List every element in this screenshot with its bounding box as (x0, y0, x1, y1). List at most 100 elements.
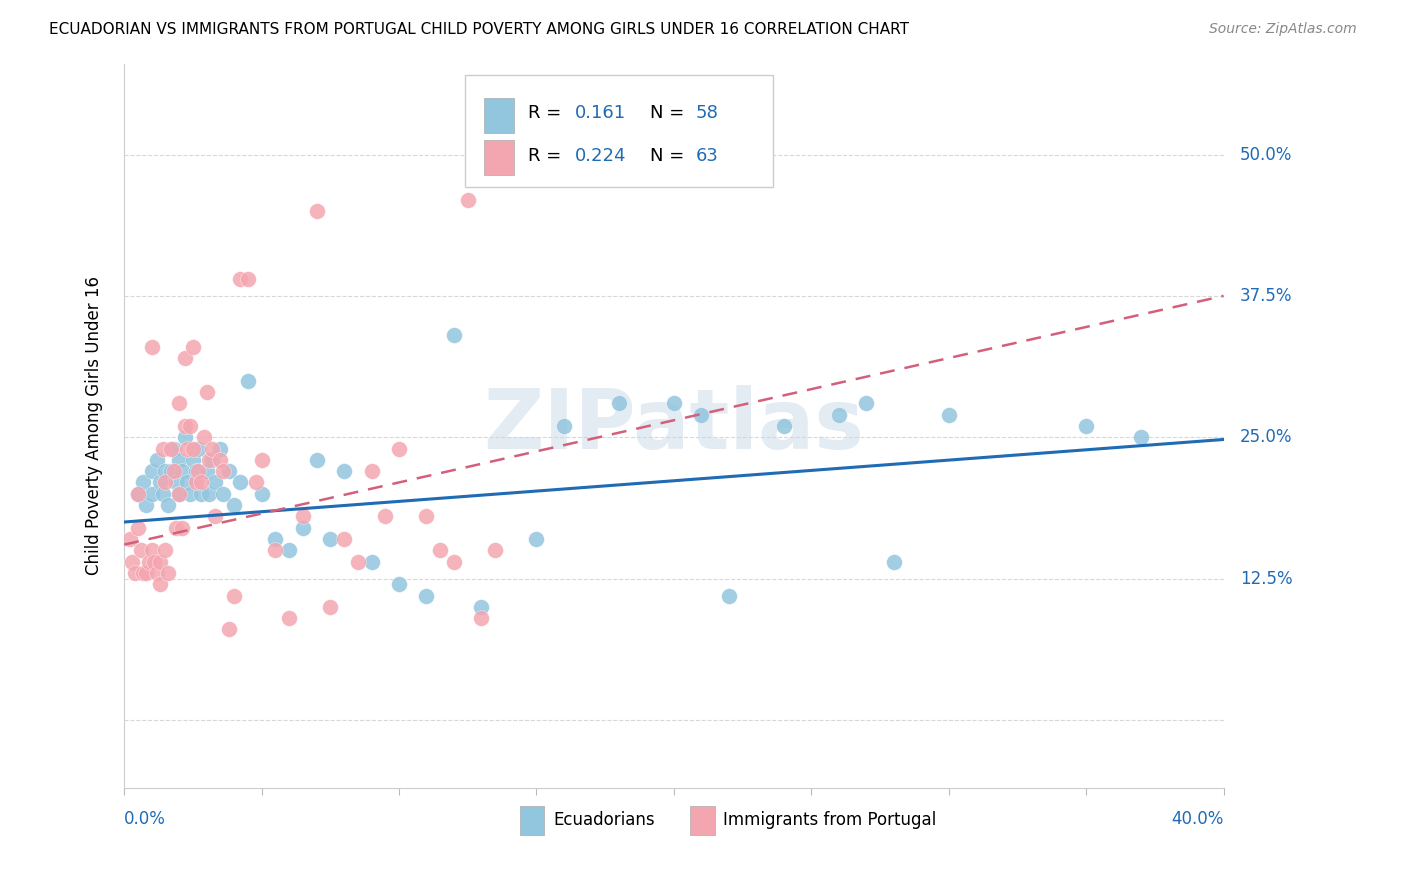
Point (132, 566, 155, 580)
Point (204, 509, 226, 524)
Point (187, 464, 209, 478)
Point (190, 487, 212, 501)
Point (938, 408, 960, 422)
Point (201, 442, 224, 456)
Point (193, 430, 215, 444)
Point (415, 509, 437, 524)
Point (149, 475, 172, 490)
Point (212, 487, 235, 501)
FancyBboxPatch shape (484, 140, 515, 175)
Point (124, 566, 146, 580)
Point (209, 442, 232, 456)
Point (553, 418, 575, 433)
Point (218, 623, 240, 637)
FancyBboxPatch shape (520, 805, 544, 835)
Point (291, 509, 314, 524)
Point (228, 272, 250, 286)
Point (118, 532, 141, 546)
Point (149, 555, 172, 569)
Point (429, 543, 451, 558)
Point (127, 487, 149, 501)
Point (176, 475, 198, 490)
Point (333, 532, 356, 546)
Point (149, 577, 172, 591)
Point (190, 475, 212, 490)
Text: 0.161: 0.161 (575, 104, 626, 122)
Point (278, 611, 301, 625)
Text: 0.0%: 0.0% (124, 810, 166, 829)
Point (146, 566, 169, 580)
Point (201, 453, 224, 467)
Point (526, 532, 548, 546)
Point (374, 509, 396, 524)
Point (179, 418, 201, 433)
Text: R =: R = (527, 147, 567, 165)
Point (828, 408, 851, 422)
Point (855, 396, 877, 410)
Point (176, 442, 198, 456)
Text: 40.0%: 40.0% (1171, 810, 1223, 829)
Point (143, 555, 166, 569)
Text: 12.5%: 12.5% (1240, 570, 1292, 588)
Point (162, 464, 184, 478)
Point (155, 543, 177, 558)
Point (165, 475, 187, 490)
Point (138, 555, 160, 569)
Point (121, 555, 143, 569)
Point (443, 328, 465, 343)
Point (204, 475, 226, 490)
Point (165, 521, 187, 535)
Point (470, 611, 492, 625)
Point (135, 566, 157, 580)
Point (319, 599, 342, 614)
Point (360, 464, 382, 478)
Point (1130, 430, 1153, 444)
Point (218, 464, 240, 478)
Point (170, 464, 193, 478)
Point (141, 543, 163, 558)
Point (181, 340, 204, 354)
Text: Source: ZipAtlas.com: Source: ZipAtlas.com (1209, 22, 1357, 37)
Point (167, 453, 190, 467)
Point (146, 453, 169, 467)
Point (179, 487, 201, 501)
Point (222, 498, 245, 512)
Point (388, 442, 411, 456)
Point (443, 555, 465, 569)
Text: Ecuadorians: Ecuadorians (553, 812, 655, 830)
Point (195, 464, 218, 478)
Point (187, 442, 209, 456)
Point (160, 442, 183, 456)
Point (157, 498, 180, 512)
Point (155, 464, 177, 478)
Point (135, 498, 157, 512)
Point (278, 543, 301, 558)
Point (198, 487, 221, 501)
Point (170, 521, 193, 535)
Point (167, 487, 190, 501)
Point (470, 599, 492, 614)
Point (250, 453, 273, 467)
Y-axis label: Child Poverty Among Girls Under 16: Child Poverty Among Girls Under 16 (86, 277, 103, 575)
Point (181, 442, 204, 456)
Point (333, 464, 356, 478)
Point (195, 384, 218, 399)
Text: 50.0%: 50.0% (1240, 145, 1292, 163)
Text: 37.5%: 37.5% (1240, 287, 1292, 305)
Text: 0.224: 0.224 (575, 147, 627, 165)
Point (157, 566, 180, 580)
Point (236, 272, 259, 286)
Point (245, 475, 267, 490)
Point (167, 396, 190, 410)
Point (1076, 418, 1098, 433)
Point (346, 555, 368, 569)
Point (250, 487, 273, 501)
FancyBboxPatch shape (484, 98, 515, 133)
Point (690, 408, 713, 422)
Point (305, 453, 328, 467)
Point (160, 464, 183, 478)
Point (883, 555, 905, 569)
Point (717, 589, 740, 603)
Point (305, 204, 328, 219)
Point (209, 453, 232, 467)
